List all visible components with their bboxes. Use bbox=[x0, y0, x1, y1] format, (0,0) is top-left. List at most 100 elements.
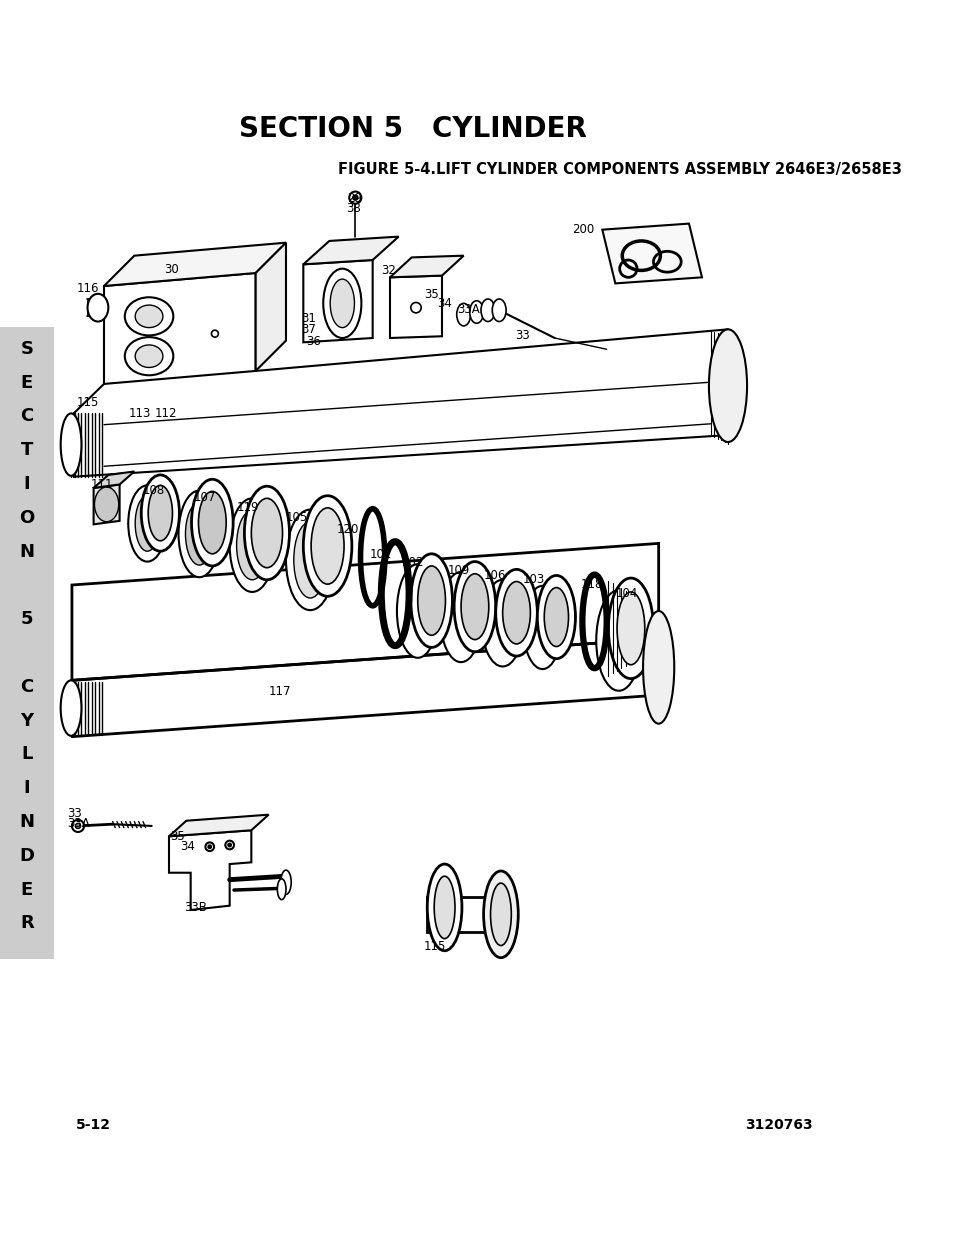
Circle shape bbox=[411, 303, 421, 312]
Text: C: C bbox=[20, 678, 33, 695]
Ellipse shape bbox=[496, 569, 537, 656]
Ellipse shape bbox=[135, 495, 159, 551]
Ellipse shape bbox=[61, 680, 81, 736]
Ellipse shape bbox=[460, 574, 488, 640]
Text: 105: 105 bbox=[286, 511, 308, 525]
Circle shape bbox=[353, 195, 357, 200]
Ellipse shape bbox=[502, 582, 530, 643]
Text: E: E bbox=[21, 373, 33, 391]
Ellipse shape bbox=[148, 485, 172, 541]
Ellipse shape bbox=[434, 876, 455, 939]
Circle shape bbox=[349, 191, 361, 204]
Text: 115: 115 bbox=[423, 940, 446, 953]
Ellipse shape bbox=[596, 590, 640, 690]
Bar bbox=[0, 327, 53, 960]
Polygon shape bbox=[169, 830, 251, 910]
Ellipse shape bbox=[236, 510, 268, 579]
Polygon shape bbox=[71, 543, 658, 680]
Text: 33: 33 bbox=[68, 806, 82, 820]
Ellipse shape bbox=[185, 503, 213, 566]
Ellipse shape bbox=[481, 579, 523, 667]
Circle shape bbox=[208, 845, 212, 848]
Ellipse shape bbox=[330, 279, 355, 327]
Ellipse shape bbox=[135, 345, 163, 368]
Polygon shape bbox=[104, 273, 255, 384]
Text: L: L bbox=[21, 746, 32, 763]
Ellipse shape bbox=[544, 588, 568, 647]
Text: 35: 35 bbox=[170, 830, 185, 844]
Circle shape bbox=[75, 824, 80, 829]
Ellipse shape bbox=[396, 564, 438, 658]
Text: 38: 38 bbox=[346, 203, 361, 215]
Ellipse shape bbox=[323, 269, 361, 338]
Polygon shape bbox=[255, 242, 286, 370]
Polygon shape bbox=[303, 261, 373, 342]
Ellipse shape bbox=[311, 508, 344, 584]
Text: SECTION 5   CYLINDER: SECTION 5 CYLINDER bbox=[239, 115, 587, 143]
Ellipse shape bbox=[230, 499, 274, 592]
Polygon shape bbox=[390, 256, 463, 278]
Text: 113: 113 bbox=[128, 408, 151, 420]
Ellipse shape bbox=[125, 337, 173, 375]
Text: 35: 35 bbox=[424, 288, 439, 301]
Text: FIGURE 5-4.LIFT CYLINDER COMPONENTS ASSEMBLY 2646E3/2658E3: FIGURE 5-4.LIFT CYLINDER COMPONENTS ASSE… bbox=[337, 162, 901, 177]
Text: 33A: 33A bbox=[457, 304, 480, 316]
Ellipse shape bbox=[439, 572, 481, 662]
Text: 3120763: 3120763 bbox=[744, 1118, 812, 1132]
Ellipse shape bbox=[492, 299, 506, 321]
Polygon shape bbox=[303, 237, 398, 264]
Text: 30: 30 bbox=[165, 263, 179, 275]
Ellipse shape bbox=[178, 490, 220, 577]
Text: 112: 112 bbox=[155, 408, 177, 420]
Ellipse shape bbox=[277, 879, 286, 899]
Text: 103: 103 bbox=[522, 573, 544, 585]
Text: 117: 117 bbox=[269, 684, 291, 698]
Ellipse shape bbox=[608, 578, 653, 678]
Circle shape bbox=[205, 842, 213, 851]
Ellipse shape bbox=[286, 510, 335, 610]
Text: I: I bbox=[24, 475, 30, 493]
Text: 107: 107 bbox=[193, 492, 215, 504]
Text: 101: 101 bbox=[370, 548, 392, 561]
Text: 32: 32 bbox=[381, 264, 395, 278]
Circle shape bbox=[228, 844, 232, 847]
Text: 116: 116 bbox=[77, 282, 99, 295]
Text: 108: 108 bbox=[143, 484, 165, 498]
Text: 106: 106 bbox=[483, 568, 505, 582]
Ellipse shape bbox=[480, 299, 495, 321]
Text: Y: Y bbox=[20, 711, 33, 730]
Text: S: S bbox=[20, 340, 33, 358]
Ellipse shape bbox=[523, 585, 561, 669]
Circle shape bbox=[225, 841, 233, 850]
Polygon shape bbox=[104, 242, 286, 287]
Text: E: E bbox=[21, 881, 33, 899]
Text: 5: 5 bbox=[21, 610, 33, 629]
Ellipse shape bbox=[61, 414, 81, 475]
Ellipse shape bbox=[490, 883, 511, 946]
Ellipse shape bbox=[141, 475, 179, 551]
Text: T: T bbox=[21, 441, 33, 459]
Ellipse shape bbox=[135, 305, 163, 327]
Text: 109: 109 bbox=[447, 564, 469, 577]
Text: 34: 34 bbox=[180, 840, 195, 853]
Text: 115: 115 bbox=[77, 396, 99, 409]
Text: 36: 36 bbox=[306, 335, 320, 347]
Ellipse shape bbox=[294, 521, 326, 598]
Text: 104: 104 bbox=[615, 587, 637, 600]
Text: 118: 118 bbox=[580, 578, 602, 592]
Text: 120: 120 bbox=[335, 522, 358, 536]
Ellipse shape bbox=[198, 492, 226, 553]
Ellipse shape bbox=[280, 871, 291, 894]
Text: 34: 34 bbox=[437, 298, 452, 310]
Text: D: D bbox=[19, 847, 34, 864]
Ellipse shape bbox=[708, 330, 746, 442]
Ellipse shape bbox=[417, 566, 445, 635]
Polygon shape bbox=[93, 472, 134, 488]
Ellipse shape bbox=[411, 553, 452, 647]
Text: R: R bbox=[20, 914, 33, 932]
Ellipse shape bbox=[469, 301, 483, 324]
Text: 119: 119 bbox=[236, 501, 259, 514]
Text: N: N bbox=[19, 542, 34, 561]
Polygon shape bbox=[601, 224, 701, 283]
Ellipse shape bbox=[88, 294, 109, 321]
